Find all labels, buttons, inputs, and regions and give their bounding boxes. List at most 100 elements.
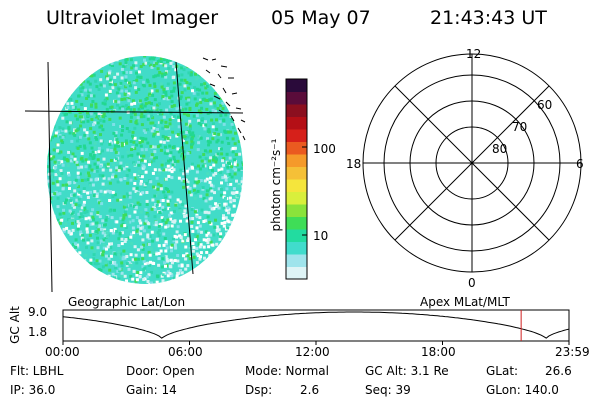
speckle bbox=[169, 148, 173, 151]
speckle bbox=[140, 103, 144, 107]
speckle bbox=[137, 160, 140, 164]
speckle bbox=[190, 68, 194, 72]
speckle bbox=[209, 196, 213, 200]
speckle bbox=[58, 100, 62, 103]
speckle bbox=[111, 64, 114, 67]
speckle bbox=[159, 140, 163, 144]
colorbar-band bbox=[286, 116, 307, 130]
speckle bbox=[47, 142, 49, 146]
speckle bbox=[108, 142, 112, 146]
speckle bbox=[192, 134, 196, 138]
speckle bbox=[230, 272, 234, 276]
speckle bbox=[142, 115, 146, 119]
dsp-info-value: 2.6 bbox=[300, 383, 320, 397]
speckle bbox=[221, 159, 224, 163]
speckle bbox=[217, 132, 221, 136]
speckle bbox=[220, 287, 223, 290]
speckle bbox=[167, 189, 170, 193]
speckle bbox=[235, 101, 239, 105]
speckle bbox=[235, 236, 238, 240]
speckle bbox=[241, 236, 243, 240]
speckle bbox=[143, 221, 147, 225]
speckle bbox=[239, 247, 243, 251]
speckle bbox=[82, 79, 85, 83]
speckle bbox=[113, 140, 117, 144]
speckle bbox=[101, 115, 105, 118]
speckle bbox=[152, 106, 156, 110]
speckle bbox=[81, 86, 85, 90]
speckle bbox=[244, 240, 247, 243]
speckle bbox=[86, 63, 90, 67]
speckle bbox=[225, 56, 229, 59]
speckle bbox=[122, 64, 126, 68]
speckle bbox=[91, 183, 95, 187]
speckle bbox=[160, 85, 164, 89]
ip-info: IP: 36.0 bbox=[10, 383, 56, 397]
speckle bbox=[161, 205, 165, 209]
speckle bbox=[47, 184, 49, 188]
speckle bbox=[94, 135, 98, 139]
speckle bbox=[239, 273, 243, 277]
speckle bbox=[97, 146, 101, 150]
speckle bbox=[168, 195, 172, 199]
gc-alt-info: GC Alt: 3.1 Re bbox=[365, 364, 449, 378]
speckle bbox=[82, 187, 86, 191]
speckle bbox=[157, 257, 161, 261]
speckle bbox=[187, 96, 191, 100]
speckle bbox=[204, 219, 208, 223]
speckle bbox=[243, 239, 246, 242]
speckle bbox=[230, 266, 234, 270]
speckle bbox=[246, 223, 249, 226]
speckle bbox=[98, 117, 102, 121]
speckle bbox=[127, 92, 131, 96]
speckle bbox=[120, 261, 124, 265]
speckle bbox=[239, 200, 243, 204]
speckle bbox=[65, 254, 69, 258]
speckle bbox=[80, 236, 84, 240]
speckle bbox=[219, 263, 223, 267]
speckle bbox=[173, 243, 177, 247]
speckle bbox=[62, 243, 66, 247]
speckle bbox=[95, 278, 99, 282]
speckle bbox=[99, 164, 103, 168]
speckle bbox=[199, 98, 202, 102]
speckle bbox=[75, 162, 79, 166]
speckle bbox=[242, 231, 243, 235]
speckle bbox=[141, 253, 145, 257]
speckle bbox=[200, 159, 204, 163]
speckle bbox=[215, 226, 219, 230]
speckle bbox=[225, 187, 229, 191]
speckle bbox=[216, 273, 220, 277]
speckle bbox=[154, 74, 158, 78]
speckle bbox=[203, 162, 206, 166]
speckle bbox=[199, 271, 203, 275]
speckle bbox=[66, 56, 70, 58]
altitude-plot-frame bbox=[62, 309, 570, 342]
speckle bbox=[140, 112, 144, 116]
speckle bbox=[187, 130, 191, 134]
speckle bbox=[60, 66, 64, 70]
speckle bbox=[56, 183, 60, 187]
speckle bbox=[60, 160, 64, 164]
speckle bbox=[147, 89, 151, 93]
speckle bbox=[50, 84, 54, 88]
speckle bbox=[172, 168, 176, 172]
speckle bbox=[120, 237, 124, 241]
speckle bbox=[81, 276, 85, 280]
speckle bbox=[92, 253, 96, 257]
speckle bbox=[67, 256, 71, 259]
speckle bbox=[196, 92, 200, 96]
speckle bbox=[168, 133, 172, 137]
speckle bbox=[85, 134, 89, 138]
speckle bbox=[183, 78, 187, 82]
speckle bbox=[246, 203, 249, 206]
speckle bbox=[108, 78, 112, 82]
speckle bbox=[209, 266, 213, 270]
speckle bbox=[230, 250, 234, 254]
speckle bbox=[188, 257, 192, 261]
speckle bbox=[92, 217, 96, 221]
speckle bbox=[237, 168, 241, 172]
speckle bbox=[49, 94, 52, 98]
speckle bbox=[119, 81, 123, 85]
speckle bbox=[192, 255, 196, 259]
